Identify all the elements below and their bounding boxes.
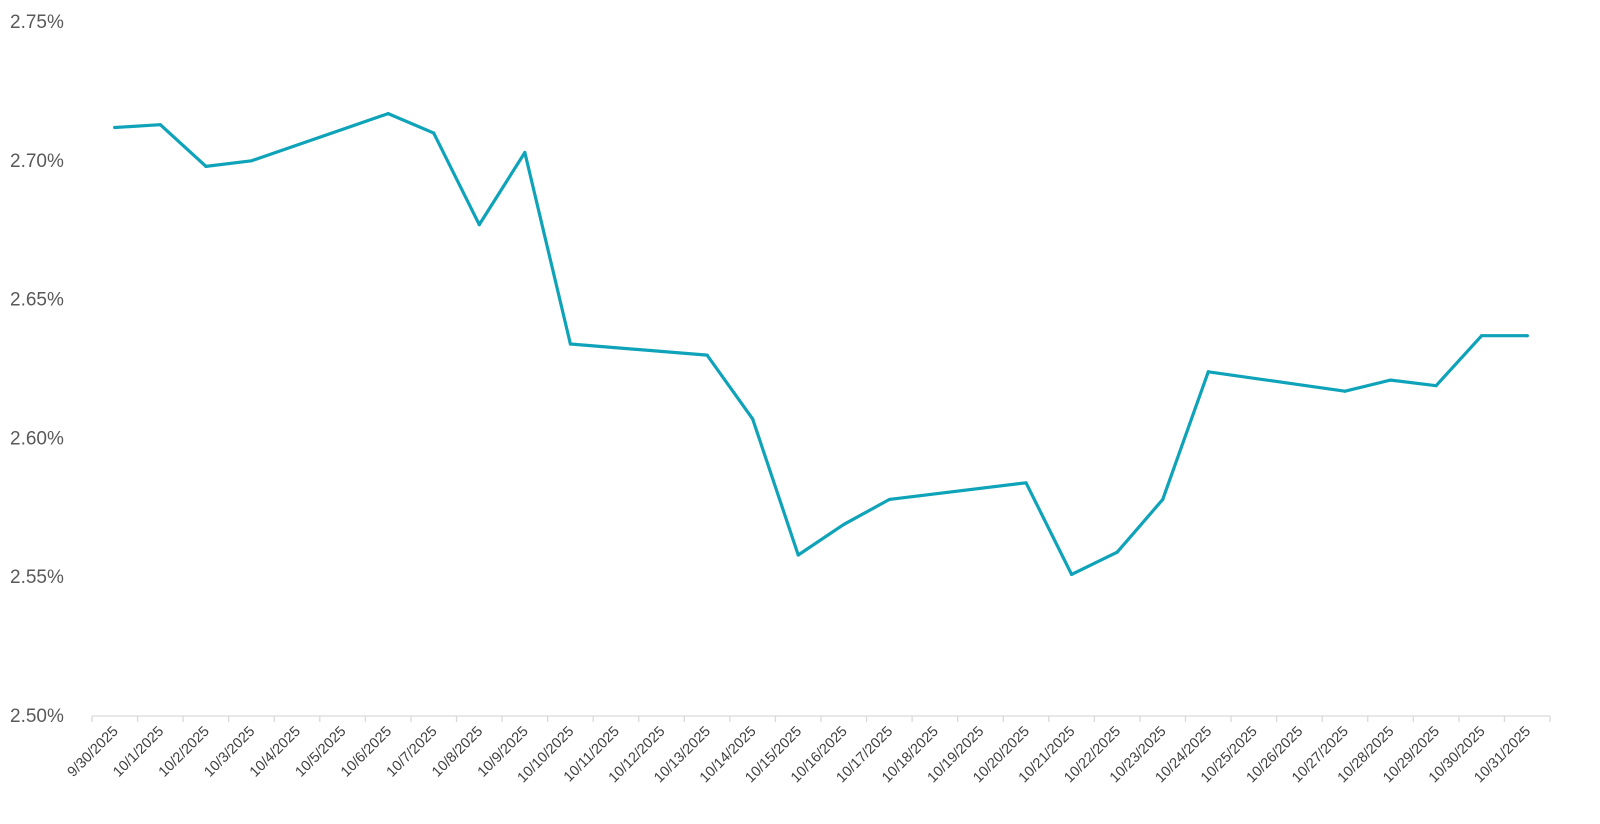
data-point xyxy=(1206,370,1210,374)
data-point xyxy=(158,123,162,127)
data-point xyxy=(477,223,481,227)
data-point xyxy=(249,159,254,163)
series-layer xyxy=(113,112,1529,577)
data-point xyxy=(1434,384,1438,388)
data-point xyxy=(751,417,755,421)
data-point xyxy=(1480,334,1484,338)
data-point xyxy=(432,131,436,135)
data-point xyxy=(1069,572,1074,577)
x-axis-labels: 9/30/202510/1/202510/2/202510/3/202510/4… xyxy=(65,724,1534,787)
data-point xyxy=(796,553,800,557)
y-tick-label: 2.60% xyxy=(10,428,64,449)
data-point xyxy=(1343,389,1347,393)
data-point xyxy=(1388,378,1393,382)
data-point xyxy=(1161,497,1165,502)
data-point xyxy=(887,497,891,502)
data-point xyxy=(113,125,117,130)
data-point xyxy=(1115,550,1119,554)
y-tick-label: 2.70% xyxy=(10,151,64,172)
data-point xyxy=(386,112,390,116)
data-point xyxy=(705,353,709,357)
y-tick-label: 2.65% xyxy=(10,290,64,311)
data-point xyxy=(204,164,208,168)
x-axis xyxy=(91,715,1551,722)
y-tick-label: 2.75% xyxy=(10,12,64,33)
data-point xyxy=(842,522,846,527)
data-point xyxy=(523,150,527,155)
y-tick-label: 2.55% xyxy=(10,567,64,588)
series-line xyxy=(113,112,1529,577)
data-point xyxy=(568,342,573,346)
y-tick-label: 2.50% xyxy=(10,706,64,727)
y-axis-labels: 2.50% 2.55% 2.60% 2.65% 2.70% 2.75% xyxy=(10,12,64,727)
data-point xyxy=(1525,334,1529,338)
data-point xyxy=(1024,481,1028,485)
